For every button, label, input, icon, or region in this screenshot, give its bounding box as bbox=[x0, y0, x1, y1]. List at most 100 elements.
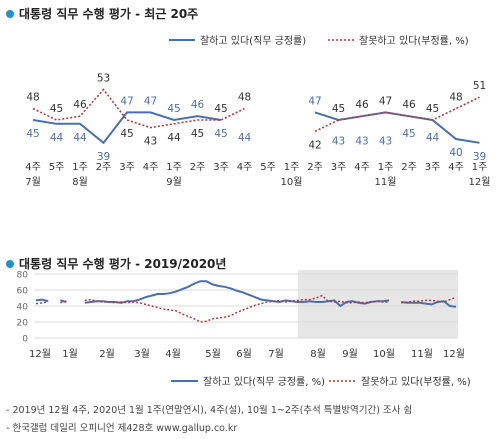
negative-series-line bbox=[314, 96, 480, 133]
x-tick-month: 10월 bbox=[373, 348, 395, 360]
legend-negative-label: 잘못하고 있다(부정률, %) bbox=[359, 34, 469, 47]
x-tick-month: 1월 bbox=[62, 348, 78, 360]
y-tick-label: 40 bbox=[17, 303, 29, 313]
x-tick-week: 2주 bbox=[190, 162, 206, 173]
chart1-title: 대통령 직무 수행 평가 - 최근 20주 bbox=[6, 5, 198, 22]
x-tick-month: 3월 bbox=[134, 348, 150, 360]
positive-data-label: 39 bbox=[473, 151, 486, 163]
positive-data-label: 47 bbox=[308, 95, 321, 107]
positive-data-label: 40 bbox=[449, 147, 462, 159]
positive-series-line bbox=[401, 300, 457, 308]
bullet-icon bbox=[6, 10, 14, 18]
negative-data-label: 45 bbox=[191, 128, 204, 140]
x-tick-week: 4주 bbox=[354, 162, 370, 173]
positive-data-label: 44 bbox=[238, 132, 252, 144]
bullet-icon bbox=[6, 260, 14, 268]
negative-series-line bbox=[84, 294, 389, 323]
x-tick-week: 1주 bbox=[166, 162, 182, 173]
chart2-plot-area bbox=[35, 280, 457, 323]
x-tick-month: 11월 bbox=[411, 348, 433, 360]
x-tick-month: 9월 bbox=[342, 348, 358, 360]
x-tick-week: 4주 bbox=[25, 162, 41, 173]
positive-data-label: 47 bbox=[120, 95, 133, 107]
x-tick-week: 3주 bbox=[425, 162, 441, 173]
positive-data-label: 47 bbox=[144, 95, 157, 107]
positive-data-label: 45 bbox=[402, 128, 415, 140]
x-tick-month: 9월 bbox=[166, 176, 182, 188]
x-tick-month: 8월 bbox=[310, 348, 326, 360]
x-tick-month: 5월 bbox=[205, 348, 221, 360]
x-tick-week: 3주 bbox=[119, 162, 135, 173]
positive-data-label: 44 bbox=[50, 132, 64, 144]
x-tick-week: 1주 bbox=[284, 162, 300, 173]
negative-series-line bbox=[32, 88, 245, 129]
chart2-x-axis: 12월 1월 2월 3월 4월 5월 6월 7월 8월 9월 10월 11월 12월 bbox=[29, 348, 465, 360]
x-tick-month: 12월 bbox=[29, 348, 51, 360]
x-tick-month: 7월 bbox=[25, 176, 41, 188]
legend2-negative-label: 잘못하고 있다(부정률, %) bbox=[361, 375, 471, 388]
negative-data-label: 48 bbox=[26, 92, 39, 104]
negative-data-label: 43 bbox=[144, 136, 157, 148]
negative-data-label: 46 bbox=[402, 99, 416, 111]
x-tick-month: 4월 bbox=[165, 348, 181, 360]
x-tick-week: 4주 bbox=[237, 162, 253, 173]
chart2-legend: 잘하고 있다(직무 긍정률, %) 잘못하고 있다(부정률, %) bbox=[171, 375, 471, 388]
negative-data-label: 42 bbox=[308, 139, 321, 151]
x-tick-week: 5주 bbox=[260, 162, 276, 173]
negative-data-label: 48 bbox=[449, 92, 462, 104]
x-tick-week: 5주 bbox=[49, 162, 65, 173]
x-tick-week: 2주 bbox=[307, 162, 323, 173]
positive-data-label: 45 bbox=[214, 128, 227, 140]
positive-data-label: 39 bbox=[97, 151, 110, 163]
x-tick-week: 1주 bbox=[378, 162, 394, 173]
positive-data-label: 43 bbox=[355, 136, 368, 148]
y-tick-label: 20 bbox=[17, 319, 29, 329]
x-tick-month: 12월 bbox=[443, 348, 465, 360]
chart1-x-axis: 4주 7월 5주 1주 8월 2주 3주 4주 1주 9월 2주 3주 4주 5주 1주 10월 2주 3주 4주 1… bbox=[25, 162, 490, 188]
x-tick-week: 1주 bbox=[72, 162, 88, 173]
negative-data-label: 45 bbox=[120, 128, 133, 140]
legend2-positive-label: 잘하고 있다(직무 긍정률, %) bbox=[203, 375, 325, 388]
positive-series-line bbox=[32, 111, 222, 145]
positive-data-label: 44 bbox=[73, 132, 87, 144]
x-tick-month: 6월 bbox=[236, 348, 252, 360]
negative-series-line bbox=[60, 300, 67, 304]
x-tick-week: 3주 bbox=[213, 162, 229, 173]
positive-series-line bbox=[84, 280, 390, 308]
negative-data-label: 45 bbox=[332, 103, 345, 115]
chart1-legend: 잘하고 있다(직무 긍정률) 잘못하고 있다(부정률, %) bbox=[169, 34, 469, 47]
y-tick-label: 80 bbox=[17, 271, 29, 281]
positive-data-label: 43 bbox=[379, 136, 392, 148]
chart1-plot-area: 45 44 44 39 47 47 45 46 45 44 47 43 43 43 45 44 40 39 48 45… bbox=[26, 73, 486, 163]
negative-data-label: 44 bbox=[167, 132, 181, 144]
y-tick-label: 0 bbox=[22, 335, 28, 345]
x-tick-month: 2월 bbox=[99, 348, 115, 360]
positive-series-line bbox=[35, 298, 49, 303]
footnote-2: - 한국갤럽 데일리 오피니언 제428호 www.gallup.co.kr bbox=[6, 423, 238, 434]
negative-data-label: 46 bbox=[355, 99, 369, 111]
positive-data-label: 46 bbox=[191, 99, 205, 111]
negative-data-label: 45 bbox=[426, 103, 439, 115]
negative-data-label: 45 bbox=[50, 103, 63, 115]
x-tick-month: 8월 bbox=[72, 176, 88, 188]
x-tick-week: 2주 bbox=[401, 162, 417, 173]
positive-data-label: 44 bbox=[426, 132, 440, 144]
x-tick-week: 4주 bbox=[143, 162, 159, 173]
negative-data-label: 46 bbox=[73, 99, 87, 111]
x-tick-week: 1주 bbox=[472, 162, 488, 173]
negative-data-label: 51 bbox=[473, 80, 486, 92]
negative-data-label: 53 bbox=[97, 73, 110, 85]
positive-data-label: 45 bbox=[26, 128, 39, 140]
x-tick-month: 11월 bbox=[375, 176, 397, 188]
x-tick-week: 3주 bbox=[331, 162, 347, 173]
positive-data-label: 45 bbox=[167, 103, 180, 115]
x-tick-month: 12월 bbox=[469, 176, 491, 188]
chart2-title: 대통령 직무 수행 평가 - 2019/2020년 bbox=[6, 255, 226, 272]
x-tick-week: 4주 bbox=[448, 162, 464, 173]
x-tick-month: 10월 bbox=[281, 176, 303, 188]
chart2-grid: 0 20 40 60 80 bbox=[17, 271, 458, 345]
negative-series-line bbox=[401, 296, 457, 304]
footnote-1: - 2019년 12월 4주, 2020년 1월 1주(연말연시), 4주(설)… bbox=[6, 405, 413, 416]
negative-series-line bbox=[35, 301, 49, 305]
